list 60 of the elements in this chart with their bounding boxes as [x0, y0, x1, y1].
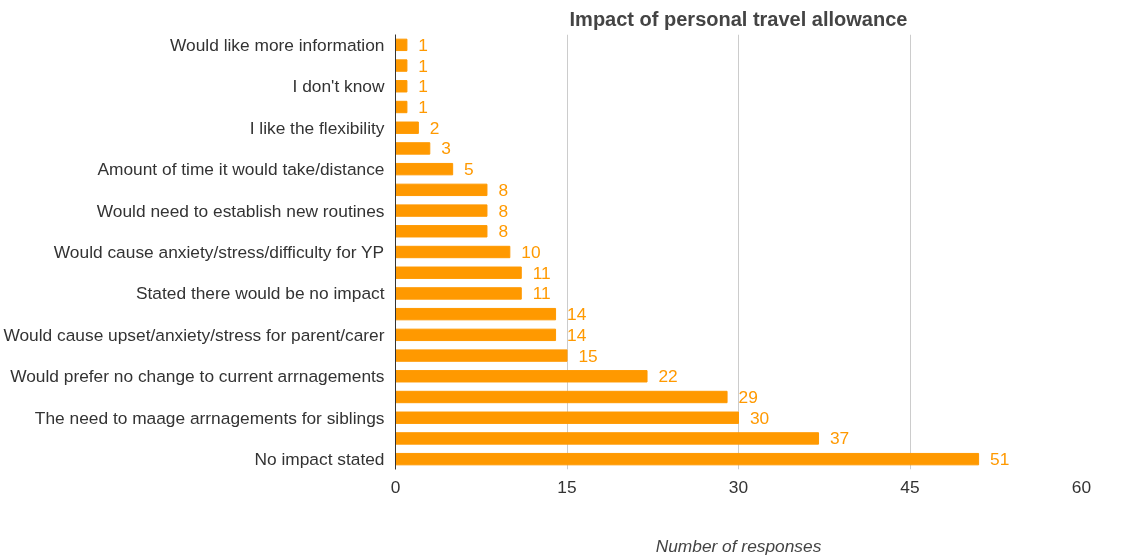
y-tick-label: I like the flexibility	[249, 117, 385, 138]
data-label: 3	[441, 138, 451, 159]
bar	[395, 59, 408, 72]
bar	[395, 80, 408, 93]
y-tick-label: Would like more information	[170, 34, 385, 55]
x-tick-label: 60	[1071, 476, 1092, 497]
data-label: 2	[429, 117, 440, 138]
data-label: 30	[749, 407, 770, 428]
bar	[395, 328, 557, 342]
bar	[395, 100, 408, 114]
data-label: 37	[829, 428, 850, 449]
bar	[395, 204, 488, 217]
data-label: 1	[418, 97, 429, 117]
data-label: 1	[418, 76, 429, 97]
data-label: 1	[418, 55, 429, 76]
bar	[395, 390, 728, 404]
y-tick-label: I don't know	[292, 76, 385, 97]
x-tick-label: 15	[557, 476, 577, 497]
bar	[395, 432, 820, 445]
bar	[395, 121, 419, 134]
y-tick-label: Would cause anxiety/stress/difficulty for YP	[53, 242, 385, 262]
bar	[395, 452, 980, 466]
data-label: 5	[464, 159, 474, 180]
y-tick-label: Amount of time it would take/distance	[97, 159, 385, 180]
x-tick-label: 45	[900, 476, 920, 497]
bar	[395, 142, 431, 155]
bar	[395, 245, 511, 259]
x-tick-label: 0	[390, 476, 401, 497]
bar	[395, 225, 488, 238]
data-label: 14	[567, 304, 587, 325]
data-label: 8	[498, 221, 509, 242]
bar	[395, 183, 488, 197]
data-label: 8	[498, 200, 509, 221]
y-tick-label: Stated there would be no impact	[135, 283, 385, 304]
y-tick-label: Would need to establish new routines	[96, 200, 385, 221]
data-label: 11	[532, 262, 551, 283]
data-label: 10	[521, 242, 541, 262]
data-label: 15	[578, 345, 598, 366]
bar	[395, 349, 568, 362]
y-tick-label: The need to maage arrnagements for siblings	[34, 407, 385, 428]
data-label: 29	[738, 387, 758, 407]
y-tick-label: Would prefer no change to current arrnagements	[10, 366, 385, 387]
bar	[395, 287, 522, 300]
y-tick-label: No impact stated	[254, 449, 385, 470]
chart-title: Impact of personal travel allowance	[569, 7, 908, 30]
bar	[395, 370, 648, 383]
y-tick-label: Would cause upset/anxiety/stress for parent/carer	[3, 324, 385, 345]
bar	[395, 162, 454, 176]
bar	[395, 307, 557, 321]
data-label: 11	[532, 283, 551, 304]
data-label: 22	[658, 366, 678, 387]
bar	[395, 38, 408, 52]
bar	[395, 411, 739, 424]
data-label: 1	[418, 34, 429, 55]
data-label: 8	[498, 179, 509, 200]
data-label: 51	[990, 449, 1010, 470]
data-label: 14	[567, 324, 587, 345]
bar	[395, 266, 522, 279]
x-tick-label: 30	[728, 476, 749, 497]
x-axis-title: Number of responses	[655, 535, 822, 556]
